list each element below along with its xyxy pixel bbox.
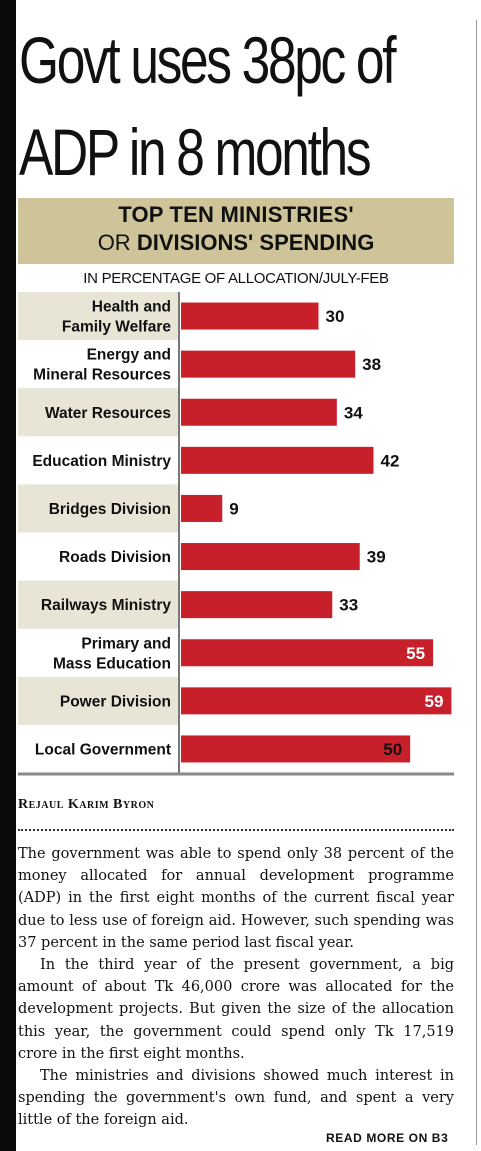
category-label: Local Government: [35, 741, 171, 758]
category-label: Primary and Mass Education: [53, 635, 171, 672]
read-more-link[interactable]: READ MORE ON B3: [326, 1131, 449, 1145]
category-label: Education Ministry: [32, 453, 171, 470]
category-label: Bridges Division: [49, 501, 171, 518]
article-paragraph: The ministries and divisions showed much…: [18, 1068, 454, 1129]
chart-title-banner: TOP TEN MINISTRIES' OR DIVISIONS' SPENDI…: [18, 198, 454, 264]
category-band: [18, 484, 179, 533]
category-band: [18, 292, 179, 341]
chart-title-line-2: OR DIVISIONS' SPENDING: [18, 230, 454, 256]
bar: [181, 398, 337, 426]
value-label: 34: [344, 403, 363, 422]
value-label: 39: [367, 548, 386, 567]
category-label: Power Division: [60, 693, 171, 710]
dotted-separator: [18, 829, 454, 831]
headline-line-2: ADP in 8 months: [19, 115, 372, 189]
category-label: Health and Family Welfare: [62, 299, 172, 336]
chart-title-prefix: OR: [97, 230, 137, 255]
article-body: The government was able to spend only 38…: [18, 843, 454, 1132]
headline-line-1: Govt uses 38pc of: [19, 23, 396, 97]
bar: [181, 494, 223, 522]
bar: [181, 446, 374, 474]
bar: [181, 543, 360, 571]
article-paragraph: The government was able to spend only 38…: [18, 846, 454, 951]
category-label: Railways Ministry: [41, 597, 171, 614]
bar: [181, 735, 411, 763]
value-label: 59: [424, 692, 443, 711]
bar: [181, 350, 356, 378]
value-label: 50: [383, 740, 402, 759]
article-paragraph: In the third year of the present governm…: [18, 957, 454, 1062]
bar-chart: Health and Family Welfare 30 Energy and Mine…: [18, 292, 454, 776]
category-label: Energy and Mineral Resources: [33, 347, 171, 384]
category-band: [18, 676, 179, 725]
category-label: Roads Division: [59, 549, 171, 566]
value-label: 30: [326, 307, 345, 326]
value-label: 42: [381, 451, 400, 470]
bar: [181, 302, 319, 330]
bar: [181, 591, 333, 619]
page-edge-strip: [0, 0, 16, 1151]
chart-title-line-1: TOP TEN MINISTRIES': [118, 202, 354, 227]
value-label: 55: [406, 644, 425, 663]
chart-title-bold: DIVISIONS' SPENDING: [136, 230, 375, 255]
bar: [181, 687, 452, 715]
value-label: 33: [339, 596, 358, 615]
value-label: 38: [362, 355, 381, 374]
column-rule: [476, 20, 477, 1145]
byline: Rejaul Karim Byron: [18, 797, 155, 812]
bar: [181, 639, 434, 667]
chart-subtitle: IN PERCENTAGE OF ALLOCATION/JULY-FEB: [83, 270, 389, 287]
category-band: [18, 580, 179, 629]
value-label: 9: [229, 499, 238, 518]
headline: Govt uses 38pc of ADP in 8 months: [19, 14, 396, 198]
category-band: [18, 388, 179, 437]
category-label: Water Resources: [45, 405, 171, 422]
